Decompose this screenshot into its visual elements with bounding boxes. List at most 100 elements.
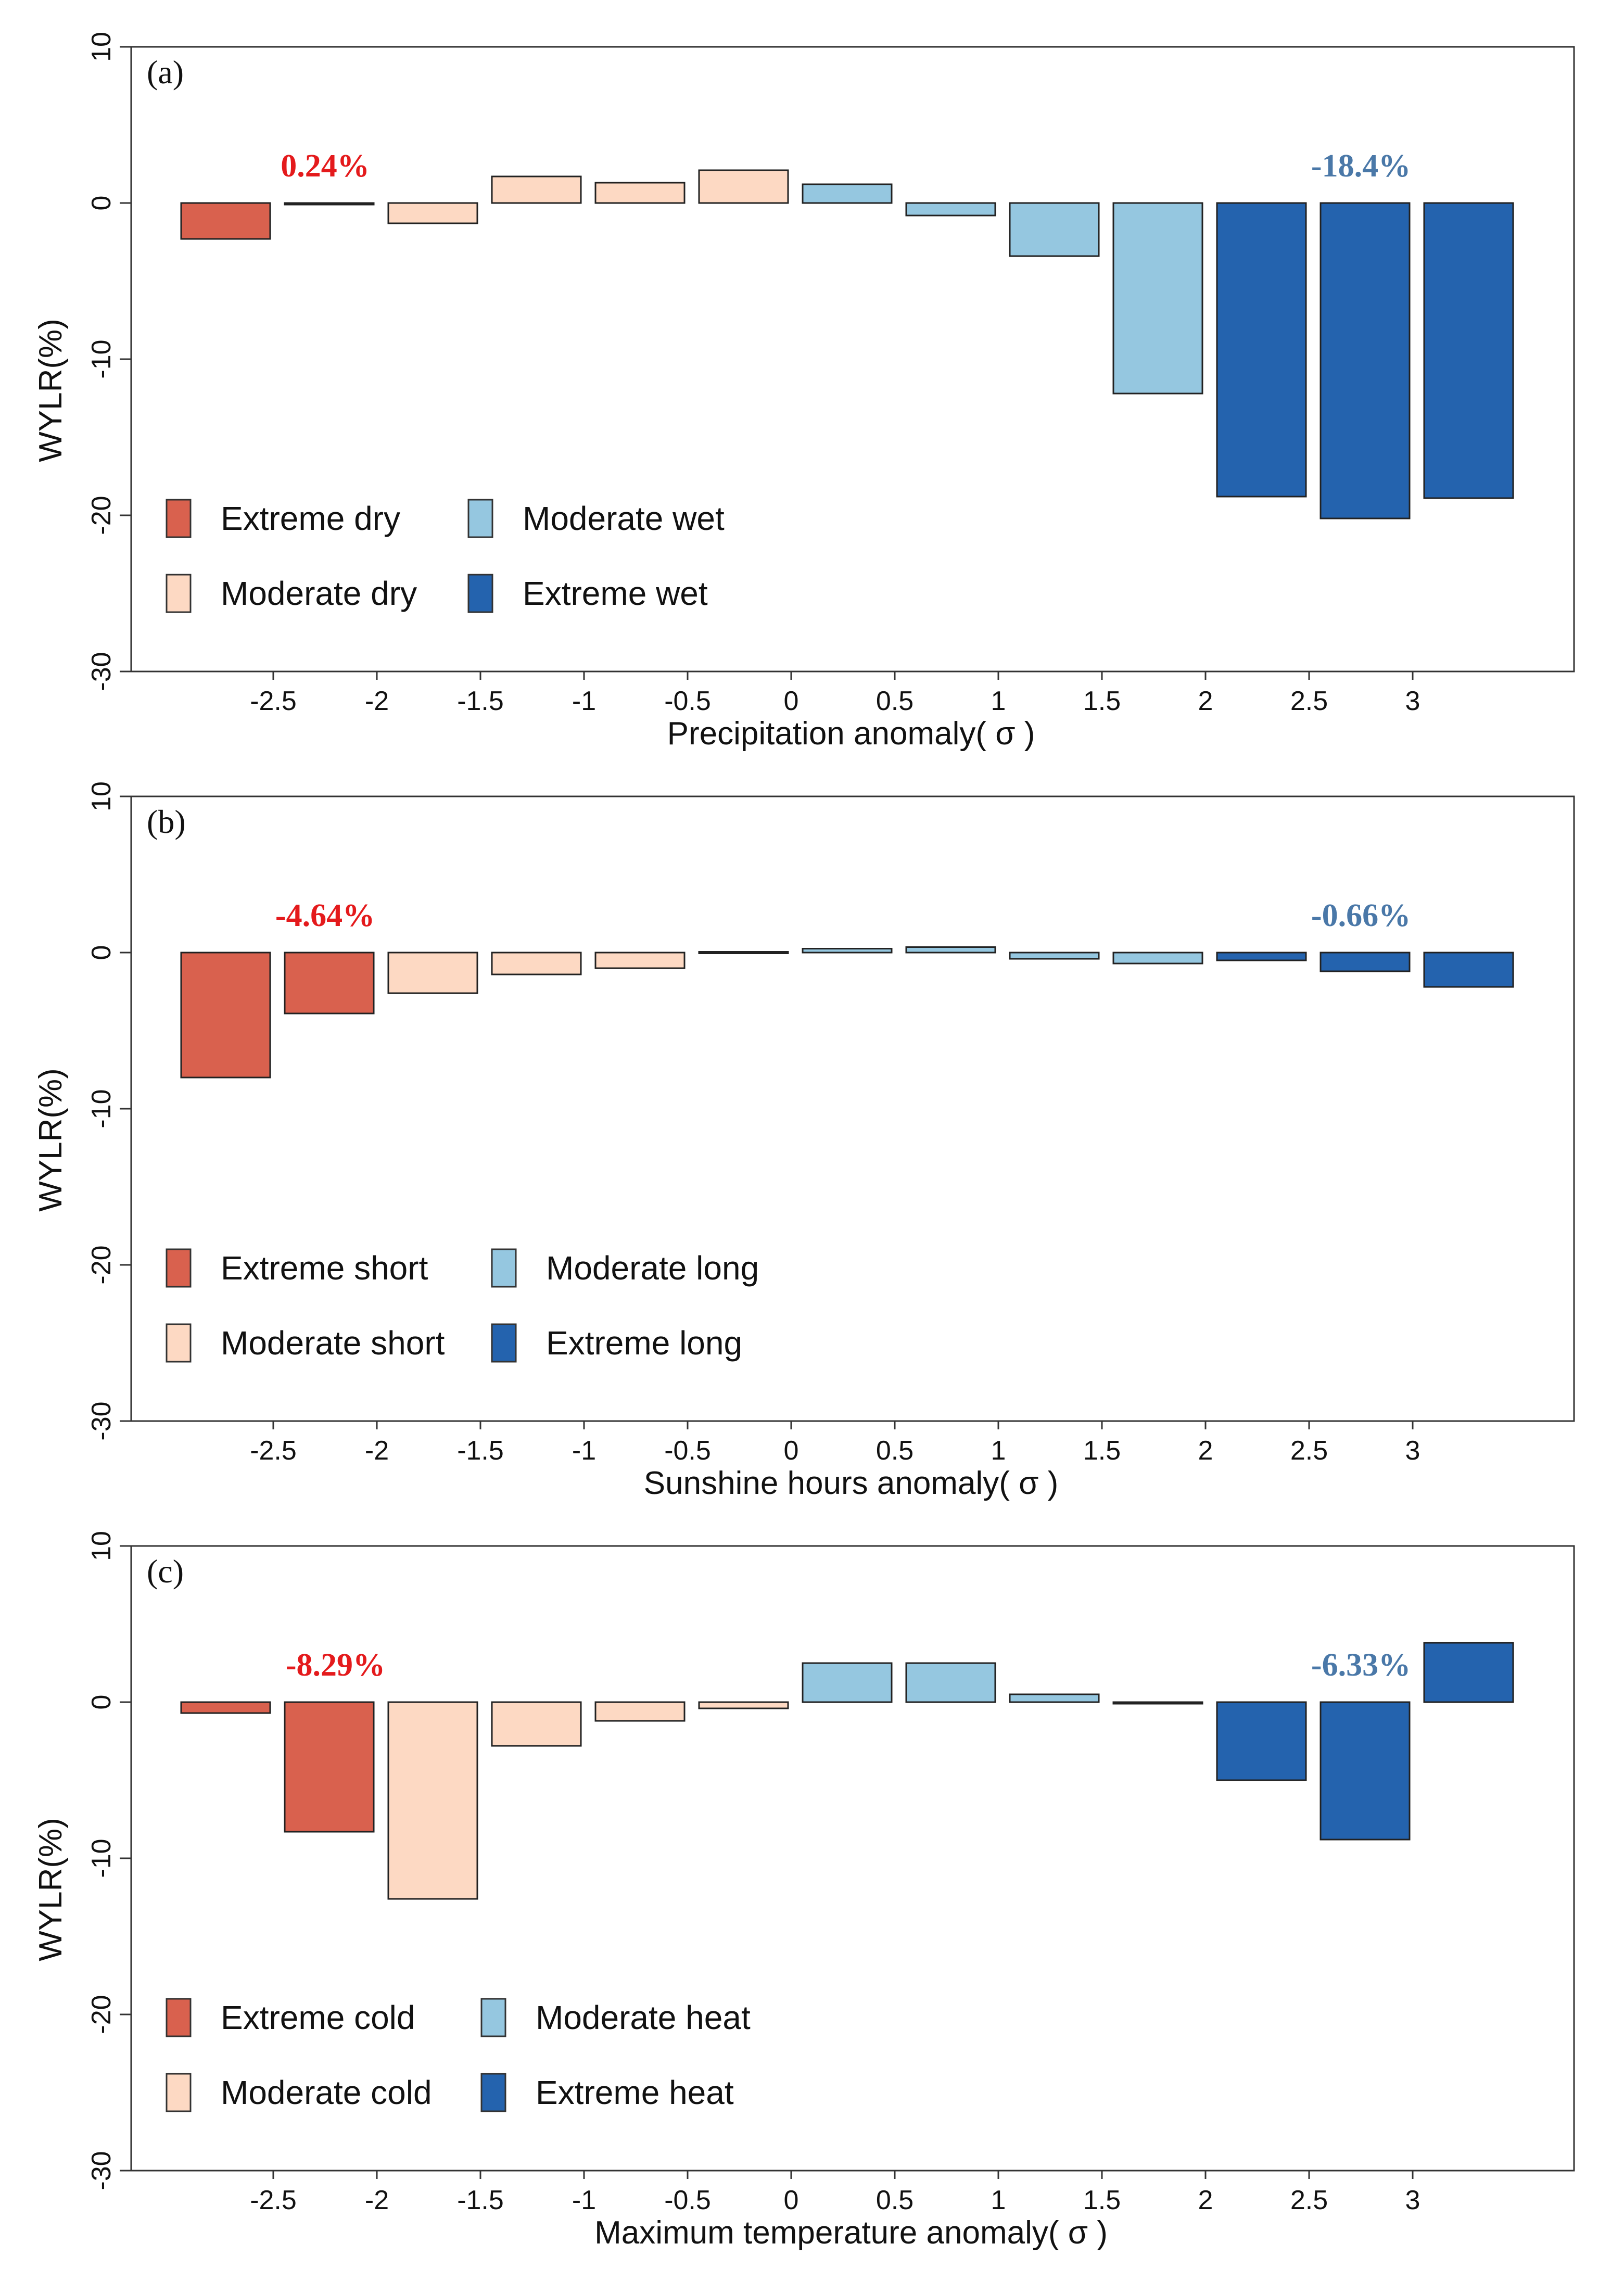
y-tick-label: 0: [86, 1695, 117, 1710]
x-tick-label: -0.5: [664, 2185, 711, 2215]
bar: [1216, 202, 1307, 498]
x-tick-label: 0.5: [876, 1436, 914, 1466]
annotation-low: -4.64%: [275, 898, 375, 933]
x-tick-label: -2: [365, 1436, 389, 1466]
bar: [698, 1701, 789, 1709]
legend-swatch: [480, 1998, 506, 2037]
y-axis-title: WYLR(%): [33, 1068, 69, 1212]
bars: [180, 169, 1514, 519]
bar: [1320, 952, 1411, 972]
bar: [802, 1662, 893, 1703]
x-tick-label: 1.5: [1083, 686, 1121, 716]
bar: [594, 952, 686, 969]
annotation-high: -0.66%: [1311, 898, 1411, 933]
bar: [594, 182, 686, 204]
y-tick-label: -10: [86, 1089, 117, 1128]
legend-swatch: [166, 1248, 192, 1288]
y-axis: 10 0 -10 -20 -30: [86, 781, 131, 1441]
x-tick-label: -2: [365, 686, 389, 716]
bar: [698, 951, 789, 954]
x-axis-title: Maximum temperature anomaly( σ ): [594, 2215, 1108, 2251]
legend-item: Extreme cold: [166, 1998, 415, 2037]
x-axis: -2.5 -2 -1.5 -1 -0.5 0 0.5 1 1.5 2 2.5 3: [250, 2171, 1420, 2215]
legend-item: Moderate dry: [166, 574, 417, 613]
legend-swatch: [166, 574, 192, 613]
x-tick-label: -2.5: [250, 1436, 297, 1466]
y-tick-label: 10: [86, 32, 117, 62]
bar: [1009, 952, 1100, 960]
y-tick-label: 0: [86, 945, 117, 960]
x-tick-label: 1.5: [1083, 2185, 1121, 2215]
legend-item: Extreme wet: [467, 574, 708, 613]
x-axis: -2.5 -2 -1.5 -1 -0.5 0 0.5 1 1.5 2 2.5 3: [250, 1421, 1420, 1466]
legend-label: Moderate heat: [536, 1999, 751, 2036]
legend-label: Moderate cold: [221, 2074, 432, 2111]
legend-label: Moderate short: [221, 1324, 445, 1362]
bar: [1423, 1642, 1514, 1703]
bar: [180, 202, 271, 240]
x-tick-label: 2: [1198, 1436, 1213, 1466]
x-tick-label: 1.5: [1083, 1436, 1121, 1466]
chart-panel-b: 10 0 -10 -20 -30 WYLR(%) -2.5 -2 -1.5 -1 -0.5 0 0.5 1…: [33, 781, 1575, 1501]
bar: [180, 1701, 271, 1714]
bar: [491, 175, 582, 204]
legend-swatch: [467, 499, 493, 538]
legend-item: Moderate heat: [480, 1998, 751, 2037]
bar: [491, 1701, 582, 1747]
legend-swatch: [166, 1998, 192, 2037]
y-tick-label: -20: [86, 1245, 117, 1284]
annotation-low: 0.24%: [281, 148, 370, 184]
x-tick-label: 0.5: [876, 2185, 914, 2215]
bar: [387, 202, 478, 224]
bar: [905, 946, 996, 954]
bar: [698, 169, 789, 204]
legend-item: Moderate cold: [166, 2073, 432, 2112]
bar: [802, 183, 893, 204]
y-tick-label: -10: [86, 1839, 117, 1878]
bar: [1320, 202, 1411, 519]
x-tick-label: 2.5: [1290, 686, 1328, 716]
legend-item: Extreme short: [166, 1248, 428, 1288]
y-tick-label: -30: [86, 652, 117, 691]
bar: [180, 952, 271, 1079]
legend: Extreme dry Moderate dry Moderate wet Extre…: [166, 499, 725, 613]
x-tick-label: 3: [1405, 1436, 1420, 1466]
annotation-high: -6.33%: [1311, 1647, 1411, 1683]
legend-item: Moderate short: [166, 1323, 445, 1363]
bar: [284, 1701, 375, 1833]
y-axis: 10 0 -10 -20 -30: [86, 32, 131, 691]
x-tick-label: -2.5: [250, 686, 297, 716]
bar: [1423, 202, 1514, 499]
x-tick-label: -1.5: [457, 1436, 504, 1466]
x-axis-title: Precipitation anomaly( σ ): [667, 716, 1035, 752]
x-tick-label: 3: [1405, 2185, 1420, 2215]
legend-swatch: [480, 2073, 506, 2112]
legend-item: Extreme dry: [166, 499, 400, 538]
y-tick-label: -20: [86, 496, 117, 535]
x-tick-label: 2.5: [1290, 2185, 1328, 2215]
bar: [905, 202, 996, 217]
x-tick-label: -2: [365, 2185, 389, 2215]
legend-label: Moderate dry: [221, 575, 417, 612]
x-axis-title: Sunshine hours anomaly( σ ): [644, 1465, 1058, 1501]
bar: [1216, 952, 1307, 961]
y-tick-label: -30: [86, 1401, 117, 1440]
x-tick-label: -2.5: [250, 2185, 297, 2215]
legend-label: Extreme short: [221, 1249, 428, 1287]
legend-swatch: [491, 1323, 517, 1363]
legend-label: Extreme dry: [221, 500, 400, 537]
chart-panel-c: 10 0 -10 -20 -30 WYLR(%) -2.5 -2 -1.5 -1 -0.5 0 0.5 1…: [33, 1531, 1575, 2251]
panel-label: (b): [147, 803, 186, 840]
bar: [284, 202, 375, 206]
y-tick-label: 10: [86, 781, 117, 812]
legend-label: Moderate wet: [523, 500, 725, 537]
bars: [180, 946, 1514, 1079]
x-tick-label: 2.5: [1290, 1436, 1328, 1466]
y-axis: 10 0 -10 -20 -30: [86, 1531, 131, 2190]
bar: [387, 952, 478, 994]
legend-swatch: [467, 574, 493, 613]
legend-label: Moderate long: [546, 1249, 759, 1287]
x-tick-label: 0.5: [876, 686, 914, 716]
legend: Extreme short Moderate short Moderate long…: [166, 1248, 759, 1363]
